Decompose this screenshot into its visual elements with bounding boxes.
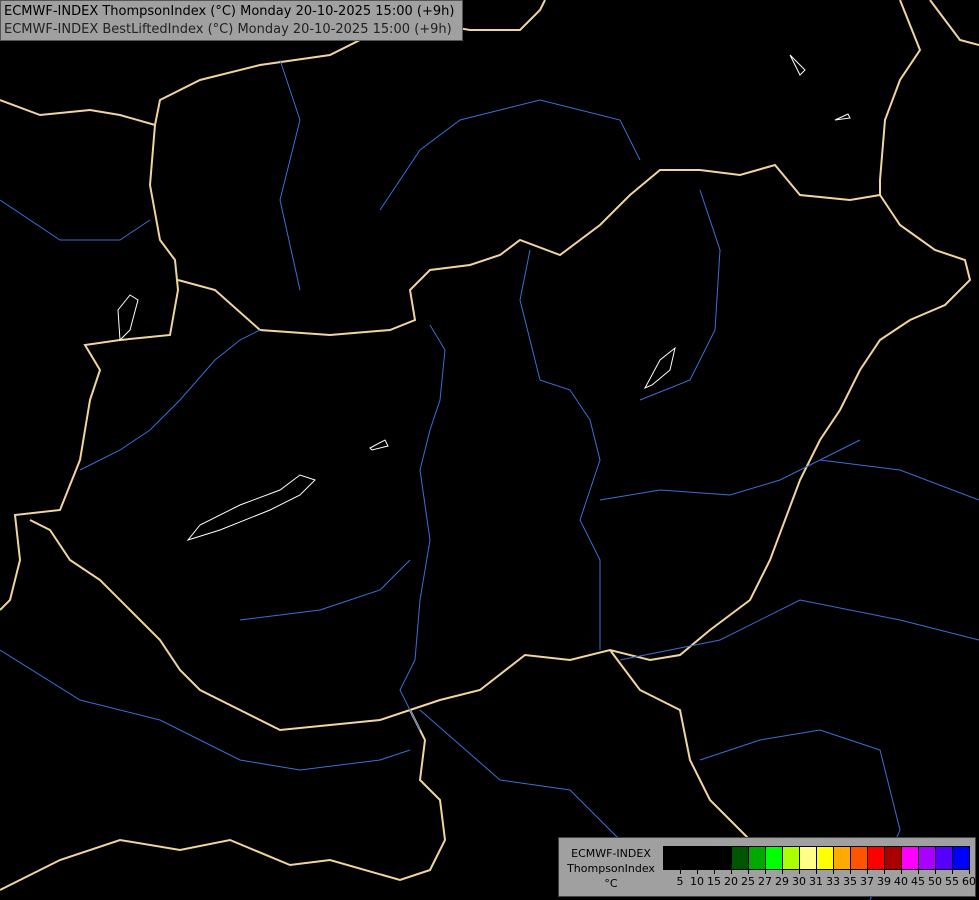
legend-tick-mark	[765, 869, 766, 874]
legend-tick-label: 45	[911, 875, 925, 888]
legend-tick-label: 20	[724, 875, 738, 888]
legend-tick-mark	[969, 869, 970, 874]
legend-color-cell	[885, 847, 902, 869]
legend-tick-label: 27	[758, 875, 772, 888]
lakes	[117, 54, 851, 541]
legend-tick-label: 55	[945, 875, 959, 888]
legend-tick-label: 15	[707, 875, 721, 888]
legend-color-cell	[783, 847, 800, 869]
legend-tick-mark	[816, 869, 817, 874]
legend-unit: °C	[604, 877, 618, 890]
legend-ticks: 5 10 15 20 25 27 29 30 31 33 35 37 39 40 45 50 55 60	[663, 869, 976, 899]
legend-tick-label: 50	[928, 875, 942, 888]
legend-tick-mark	[935, 869, 936, 874]
legend-tick-mark	[799, 869, 800, 874]
rivers	[0, 59, 979, 900]
legend-tick-label: 30	[792, 875, 806, 888]
legend-tick-mark	[731, 869, 732, 874]
legend-color-cell	[800, 847, 817, 869]
legend-tick-mark	[901, 869, 902, 874]
legend-color-cell	[749, 847, 766, 869]
legend-tick-mark	[884, 869, 885, 874]
legend-color-cell	[834, 847, 851, 869]
legend-tick-mark	[867, 869, 868, 874]
legend-tick-label: 5	[676, 875, 684, 888]
legend-tick-label: 37	[860, 875, 874, 888]
legend-color-cell	[919, 847, 936, 869]
legend-tick-mark	[697, 869, 698, 874]
legend-tick-label: 25	[741, 875, 755, 888]
legend-tick-mark	[850, 869, 851, 874]
legend-parameter: ThompsonIndex	[567, 862, 655, 875]
legend-tick-label: 60	[962, 875, 976, 888]
legend-tick-label: 40	[894, 875, 908, 888]
title-thompson-index: ECMWF-INDEX ThompsonIndex (°C) Monday 20…	[4, 4, 455, 19]
legend-color-cell	[953, 847, 969, 869]
legend-tick-mark	[714, 869, 715, 874]
legend-title: ECMWF-INDEX ThompsonIndex °C	[563, 846, 659, 891]
legend-tick-label: 33	[826, 875, 840, 888]
legend-color-cell	[732, 847, 749, 869]
legend-color-cell	[698, 847, 715, 869]
legend-color-cell	[902, 847, 919, 869]
legend-tick-mark	[748, 869, 749, 874]
legend-source: ECMWF-INDEX	[571, 847, 651, 860]
legend-color-cell	[817, 847, 834, 869]
legend-tick-label: 29	[775, 875, 789, 888]
legend-tick-mark	[833, 869, 834, 874]
legend-color-cell	[851, 847, 868, 869]
title-best-lifted-index: ECMWF-INDEX BestLiftedIndex (°C) Monday …	[4, 22, 452, 37]
legend-tick-label: 10	[690, 875, 704, 888]
title-box: ECMWF-INDEX ThompsonIndex (°C) Monday 20…	[0, 0, 463, 41]
legend-tick-label: 39	[877, 875, 891, 888]
legend-color-cell	[766, 847, 783, 869]
legend-color-cell	[868, 847, 885, 869]
legend-color-cell	[681, 847, 698, 869]
legend-tick-mark	[782, 869, 783, 874]
color-legend: ECMWF-INDEX ThompsonIndex °C 5 10 15 20 25 27…	[558, 837, 976, 897]
legend-color-scale	[663, 846, 970, 870]
legend-tick-mark	[680, 869, 681, 874]
legend-tick-mark	[918, 869, 919, 874]
legend-tick-mark	[952, 869, 953, 874]
legend-color-cell	[664, 847, 681, 869]
legend-tick-label: 35	[843, 875, 857, 888]
legend-color-cell	[936, 847, 953, 869]
legend-tick-label: 31	[809, 875, 823, 888]
legend-color-cell	[715, 847, 732, 869]
